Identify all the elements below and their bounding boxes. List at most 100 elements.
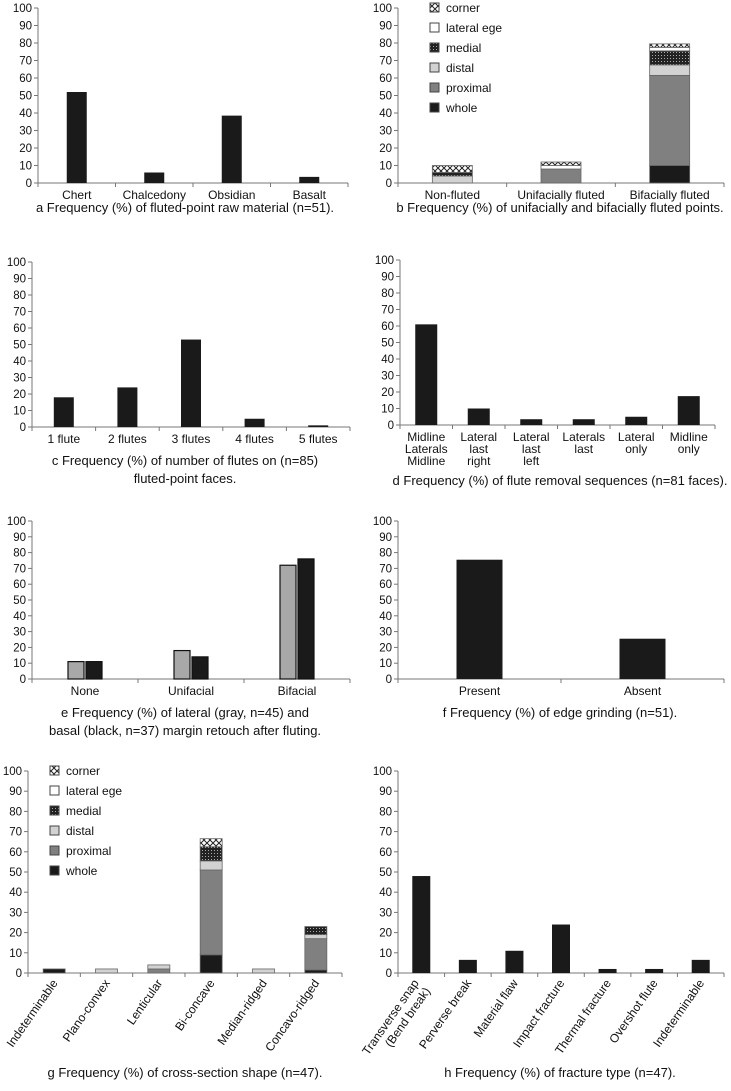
y-tick-label: 40: [379, 611, 392, 623]
chart-d: 0102030405060708090100MidlineLateralsMid…: [375, 255, 728, 488]
y-tick-label: 80: [9, 806, 22, 818]
legend-swatch-medial: [49, 805, 60, 816]
bar-segment-lateral-ege: [540, 165, 582, 170]
bar: [598, 968, 617, 973]
x-tick-label: Bi-concave: [172, 976, 218, 1033]
bar-segment-whole: [42, 968, 66, 974]
bar-segment-corner: [199, 838, 223, 848]
bar-segment-proximal: [649, 74, 691, 166]
y-tick-label: 100: [13, 3, 32, 15]
y-tick-label: 100: [7, 516, 26, 528]
legend-swatch-distal: [429, 62, 440, 73]
y-tick-label: 0: [386, 178, 392, 190]
y-tick-label: 70: [379, 56, 392, 68]
x-tick-label: Median-ridged: [214, 977, 269, 1048]
bar: [221, 115, 242, 183]
x-tick-label: 4 flutes: [235, 432, 274, 446]
y-tick-label: 50: [379, 91, 392, 103]
y-tick-label: 30: [379, 126, 392, 138]
y-tick-label: 50: [381, 338, 394, 350]
legend-swatch-corner: [49, 765, 60, 776]
chart-a: 0 10 20 30 40 50 60 70 80 90 100 Chert Chalcedony Obs…: [13, 3, 349, 215]
chart-caption: h Frequency (%) of fracture type (n=47).: [444, 1065, 676, 1080]
bar: [53, 397, 74, 427]
bar: [625, 416, 648, 425]
bar: [308, 425, 329, 427]
x-tick-label: 2 flutes: [108, 432, 147, 446]
y-tick-label: 0: [26, 178, 32, 190]
y-tick-label: 70: [9, 827, 22, 839]
y-tick-label: 70: [379, 563, 392, 575]
x-tick-label: Unifacially fluted: [517, 188, 604, 202]
x-tick-label: 5 flutes: [299, 432, 338, 446]
legend-swatch-whole: [49, 865, 60, 876]
y-tick-label: 0: [16, 968, 22, 980]
bar-segment-lateral-ege: [649, 46, 691, 52]
y-tick-label: 100: [3, 766, 22, 778]
y-tick-label: 90: [13, 532, 26, 544]
x-tick-label: left: [523, 454, 540, 468]
x-tick-label: Absent: [624, 684, 662, 698]
y-tick-label: 20: [379, 928, 392, 940]
y-tick-label: 20: [13, 642, 26, 654]
legend-label: medial: [66, 804, 101, 818]
bar: [520, 419, 543, 425]
y-tick-label: 70: [13, 563, 26, 575]
x-tick-label: Lateral: [618, 430, 655, 444]
y-tick-label: 20: [379, 642, 392, 654]
legend-label: lateral ege: [66, 784, 122, 798]
y-tick-label: 90: [379, 786, 392, 798]
y-tick-label: 20: [379, 143, 392, 155]
bar-segment-corner: [649, 43, 691, 48]
chart-caption: b Frequency (%) of unifacially and bifac…: [396, 200, 723, 215]
y-tick-label: 40: [19, 108, 32, 120]
legend-label: whole: [65, 864, 98, 878]
bar-segment-distal: [147, 964, 171, 970]
legend-swatch-lateral-ege: [429, 22, 440, 33]
bar: [572, 419, 595, 425]
y-tick-label: 20: [381, 387, 394, 399]
y-tick-label: 10: [381, 404, 394, 416]
y-tick-label: 50: [379, 595, 392, 607]
y-tick-label: 50: [13, 595, 26, 607]
bar-segment-medial: [431, 172, 473, 177]
chart-caption: c Frequency (%) of number of flutes on (…: [52, 453, 318, 468]
legend-swatch-lateral-ege: [49, 785, 60, 796]
y-tick-label: 60: [379, 847, 392, 859]
bar-basal: [191, 656, 209, 680]
legend-label: lateral ege: [446, 21, 502, 35]
y-tick-label: 60: [9, 847, 22, 859]
y-tick-label: 100: [375, 255, 394, 267]
bar-basal: [85, 661, 103, 680]
y-tick-label: 30: [19, 126, 32, 138]
y-tick-label: 0: [388, 420, 394, 432]
y-tick-label: 0: [386, 968, 392, 980]
y-tick-label: 50: [13, 340, 26, 352]
y-tick-label: 80: [379, 548, 392, 560]
x-tick-label: 3 flutes: [172, 432, 211, 446]
y-tick-label: 10: [379, 658, 392, 670]
bar: [66, 92, 87, 183]
bar: [181, 339, 201, 427]
legend-swatch-corner: [429, 2, 440, 13]
bar-segment-proximal: [540, 168, 582, 184]
y-tick-label: 50: [379, 867, 392, 879]
y-tick-label: 80: [379, 806, 392, 818]
y-tick-label: 0: [20, 674, 26, 686]
legend-label: medial: [446, 41, 481, 55]
y-tick-label: 40: [379, 108, 392, 120]
bar-segment-distal: [431, 175, 473, 184]
bar: [691, 959, 710, 973]
y-tick-label: 60: [379, 579, 392, 591]
y-tick-label: 10: [379, 948, 392, 960]
x-tick-label: Chert: [62, 188, 92, 202]
y-tick-label: 100: [373, 516, 392, 528]
legend-label: corner: [446, 1, 480, 15]
y-tick-label: 60: [13, 579, 26, 591]
chart-caption: f Frequency (%) of edge grinding (n=51).: [443, 705, 678, 720]
legend-swatch-medial: [429, 42, 440, 53]
y-tick-label: 30: [9, 907, 22, 919]
bar: [677, 396, 700, 425]
bar: [412, 876, 431, 973]
x-tick-label: Lateral: [460, 430, 497, 444]
